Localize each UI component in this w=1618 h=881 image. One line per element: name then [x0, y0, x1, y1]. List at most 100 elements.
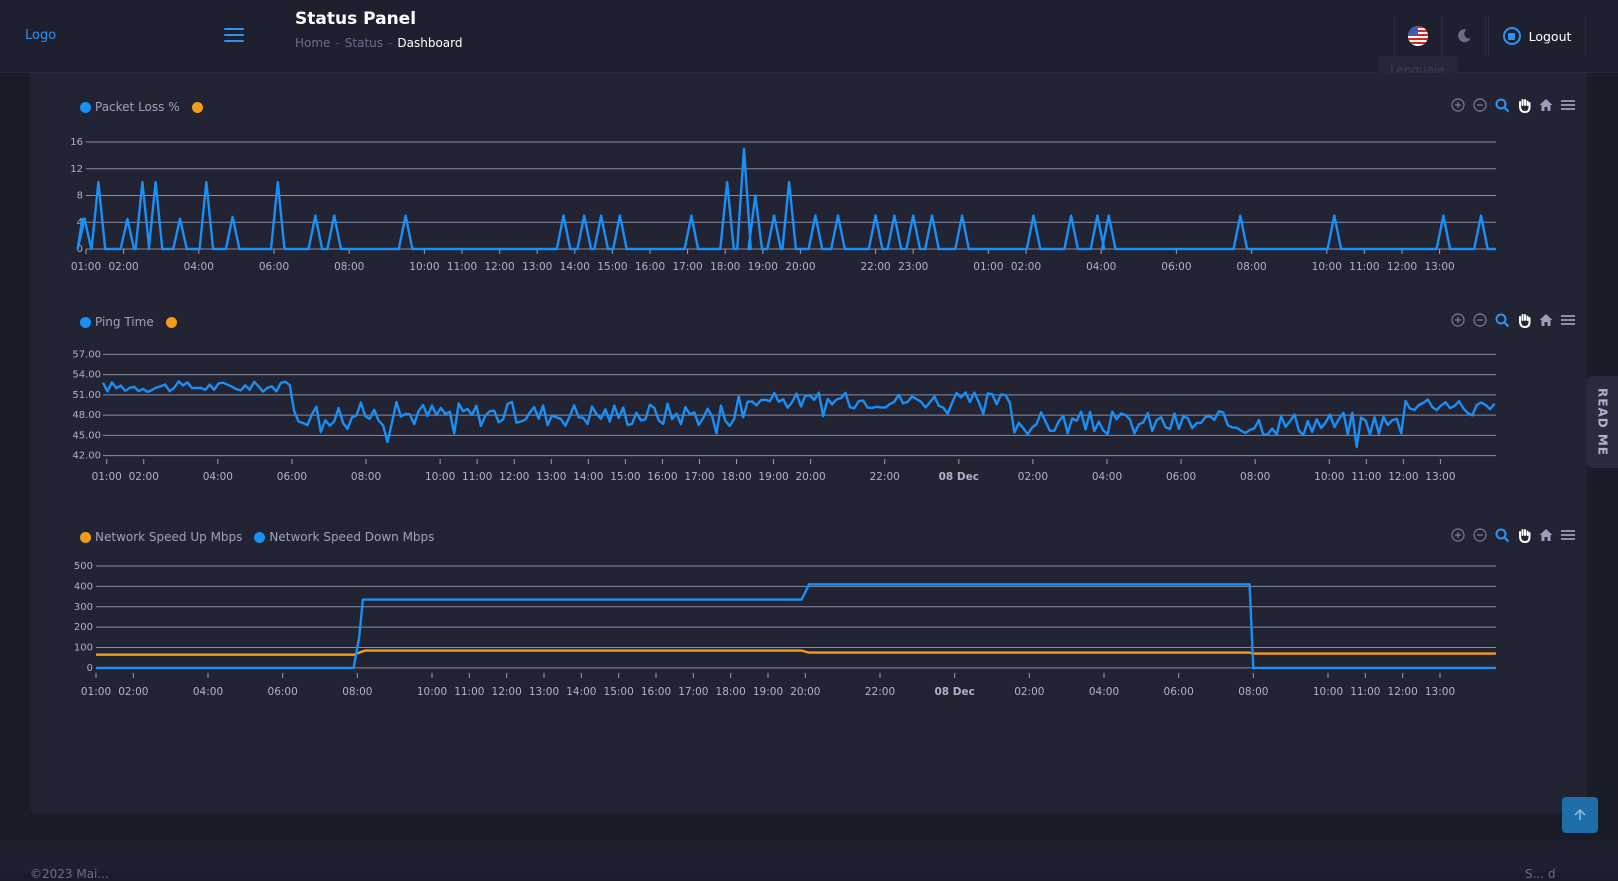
legend-marker	[254, 531, 266, 543]
breadcrumb: Home - Status - Dashboard	[295, 36, 463, 50]
x-tick-label: 02:00	[1014, 686, 1044, 698]
legend-marker	[80, 531, 91, 543]
x-tick-label: 23:00	[898, 261, 928, 273]
chart-toolbar	[1450, 97, 1576, 113]
x-tick-label: 11:00	[447, 261, 477, 273]
y-tick-label: 51.00	[72, 390, 101, 401]
packet-loss-series-line	[76, 147, 1496, 251]
magnifier-icon[interactable]	[1494, 97, 1510, 113]
magnifier-icon[interactable]	[1494, 527, 1510, 543]
footer-copyright: ©2023 Mai...	[30, 867, 109, 881]
x-tick-label: 18:00	[716, 686, 746, 698]
packet-loss-plot: 0 4 8 12 16 01:00 02:00 04:00 06:00 08:00 10:00 11:…	[70, 137, 1496, 273]
x-tick-label: 12:00	[1388, 686, 1418, 698]
dashboard-card: Packet Loss % 0 4 8 12 16 01:00 02:00 04:00 06:0…	[30, 73, 1587, 813]
zoom-in-icon[interactable]	[1450, 97, 1466, 113]
ping-time-chart: Ping Time 42.00 45.00 48.00 51.00 54.00 57.00…	[30, 308, 1587, 523]
legend-item[interactable]: Network Speed Up Mbps	[80, 530, 242, 544]
x-tick-label: 08:00	[342, 686, 372, 698]
x-tick-label: 20:00	[795, 471, 825, 483]
x-tick-label: 04:00	[1086, 261, 1116, 273]
x-tick-label: 16:00	[635, 261, 665, 273]
x-tick-label: 12:00	[492, 686, 522, 698]
chart-legend: Packet Loss %	[80, 100, 219, 114]
x-tick-label: 04:00	[203, 471, 233, 483]
y-tick-label: 300	[74, 602, 93, 613]
x-tick-label: 08 Dec	[934, 686, 974, 698]
x-tick-label: 17:00	[678, 686, 708, 698]
packet-loss-chart: Packet Loss % 0 4 8 12 16 01:00 02:00 04:00 06:0…	[30, 93, 1587, 308]
zoom-out-icon[interactable]	[1472, 312, 1488, 328]
x-tick-label: 19:00	[748, 261, 778, 273]
ping-time-series-line	[101, 380, 1496, 449]
x-tick-label: 20:00	[790, 686, 820, 698]
legend-item[interactable]	[165, 316, 181, 328]
zoom-out-icon[interactable]	[1472, 97, 1488, 113]
x-tick-label: 08:00	[1240, 471, 1270, 483]
zoom-in-icon[interactable]	[1450, 312, 1466, 328]
x-tick-label: 12:00	[1387, 261, 1417, 273]
network-speed-down-series-line	[96, 583, 1496, 670]
hand-icon[interactable]	[1516, 312, 1532, 328]
magnifier-icon[interactable]	[1494, 312, 1510, 328]
y-tick-label: 45.00	[72, 430, 101, 441]
hamburger-icon[interactable]	[224, 26, 246, 46]
y-tick-label: 400	[74, 581, 93, 592]
legend-marker	[80, 316, 91, 328]
x-tick-label: 18:00	[710, 261, 740, 273]
x-tick-label: 12:00	[484, 261, 514, 273]
x-tick-label: 08:00	[1238, 686, 1268, 698]
x-tick-label: 14:00	[573, 471, 603, 483]
x-tick-label: 15:00	[597, 261, 627, 273]
menu-icon[interactable]	[1560, 97, 1576, 113]
y-tick-label: 200	[74, 622, 93, 633]
hand-icon[interactable]	[1516, 97, 1532, 113]
x-tick-label: 22:00	[865, 686, 895, 698]
x-tick-label: 13:00	[536, 471, 566, 483]
legend-item[interactable]: Network Speed Down Mbps	[254, 530, 434, 544]
readme-tab[interactable]: READ ME	[1587, 376, 1618, 468]
hand-icon[interactable]	[1516, 527, 1532, 543]
footer-right-text: S... d	[1525, 867, 1556, 881]
home-icon[interactable]	[1538, 527, 1554, 543]
x-tick-label: 04:00	[1089, 686, 1119, 698]
ping-time-plot: 42.00 45.00 48.00 51.00 54.00 57.00 01:00 02:00…	[72, 349, 1496, 483]
legend-item[interactable]: Ping Time	[80, 315, 154, 329]
x-tick-label: 13:00	[1424, 261, 1454, 273]
x-tick-label: 10:00	[409, 261, 439, 273]
logo-link[interactable]: Logo	[25, 28, 57, 43]
home-icon[interactable]	[1538, 97, 1554, 113]
y-tick-label: 57.00	[72, 349, 101, 360]
x-tick-label: 19:00	[753, 686, 783, 698]
x-tick-label: 06:00	[277, 471, 307, 483]
menu-icon[interactable]	[1560, 312, 1576, 328]
x-tick-label: 08 Dec	[939, 471, 979, 483]
legend-label: Network Speed Down Mbps	[269, 530, 435, 544]
theme-toggle-button[interactable]	[1442, 16, 1486, 56]
zoom-in-icon[interactable]	[1450, 527, 1466, 543]
zoom-out-icon[interactable]	[1472, 527, 1488, 543]
home-icon[interactable]	[1538, 312, 1554, 328]
x-tick-label: 08:00	[351, 471, 381, 483]
breadcrumb-status[interactable]: Status	[344, 36, 384, 50]
x-tick-label: 01:00	[92, 471, 122, 483]
legend-item[interactable]	[191, 101, 207, 113]
y-tick-label: 16	[70, 137, 83, 148]
y-tick-label: 48.00	[72, 410, 101, 421]
language-button[interactable]	[1394, 16, 1442, 56]
menu-icon[interactable]	[1560, 527, 1576, 543]
x-tick-label: 13:00	[522, 261, 552, 273]
logout-button[interactable]: Logout	[1488, 16, 1586, 56]
legend-label: Ping Time	[95, 315, 154, 329]
x-tick-label: 02:00	[1018, 471, 1048, 483]
scroll-to-top-button[interactable]	[1562, 797, 1598, 833]
legend-item[interactable]: Packet Loss %	[80, 100, 180, 114]
x-tick-label: 10:00	[425, 471, 455, 483]
x-tick-label: 06:00	[1166, 471, 1196, 483]
x-tick-label: 15:00	[604, 686, 634, 698]
x-tick-label: 17:00	[672, 261, 702, 273]
x-tick-label: 16:00	[647, 471, 677, 483]
breadcrumb-home[interactable]: Home	[295, 36, 331, 50]
page-title: Status Panel	[295, 9, 417, 29]
y-tick-label: 100	[74, 643, 93, 654]
